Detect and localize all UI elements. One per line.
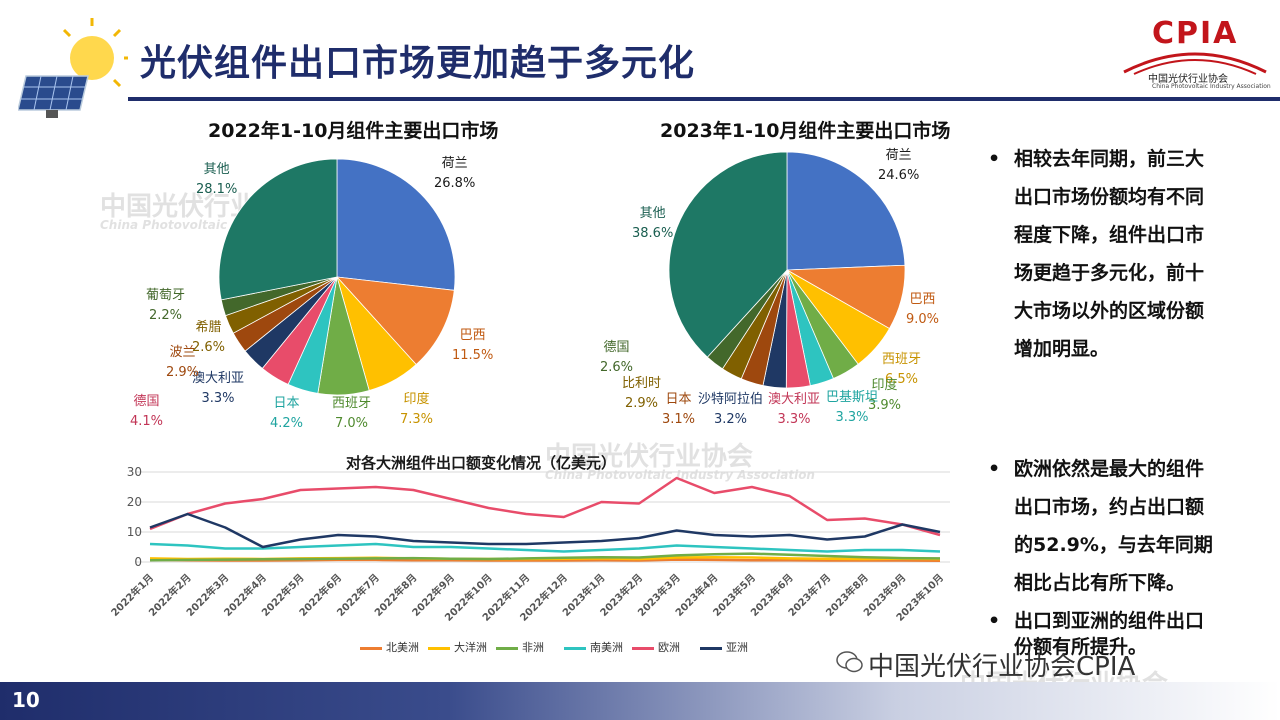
bullet-2: • 欧洲依然是最大的组件 出口市场，约占出口额 的52.9%，与去年同期 相比占… [988,450,1254,602]
pie-2023-slice-0 [786,151,906,271]
bullet-2-line: 欧洲依然是最大的组件 [1014,458,1205,480]
legend-swatch [360,646,382,650]
legend-label: 大洋洲 [454,641,487,654]
solar-panel-icon [18,18,128,118]
pie2-label-jp: 日本 3.1% [662,392,696,427]
bullet-3-line: 份额有所提升。 [1014,636,1148,658]
bullet-dot: • [988,610,1001,632]
pie1-label-nl: 荷兰 26.8% [434,156,476,191]
line-series-3 [149,542,941,553]
pie2-label-br: 巴西 9.0% [906,292,940,327]
legend-label: 南美洲 [590,641,623,654]
bullet-2-line: 出口市场，约占出口额 [1014,496,1205,518]
pie-2022-slice-1 [335,276,455,366]
line-series-2 [149,552,941,562]
pie2-label-be: 比利时 2.9% [622,376,662,411]
legend-label: 欧洲 [658,641,680,654]
legend-swatch [632,646,654,650]
bullet-1-line: 程度下降，组件出口市 [1014,224,1205,246]
bullet-dot: • [988,458,1001,480]
legend-swatch [700,646,722,650]
line-ytick-2: 20 [127,495,142,509]
legend-label: 北美洲 [386,641,419,654]
line-ytick-3: 30 [127,465,142,479]
pie2-label-sa: 沙特阿拉伯 3.2% [698,392,764,427]
pie1-label-jp: 日本 4.2% [270,396,304,431]
page-number: 10 [12,688,40,712]
legend-swatch [564,646,586,650]
legend-swatch [428,646,450,650]
pie1-label-gr: 希腊 2.6% [192,320,226,355]
pie1-label-pt: 葡萄牙 2.2% [146,288,186,323]
bullet-2-line: 相比占比有所下降。 [1014,572,1186,594]
pie-2022-slice-0 [336,158,456,291]
pie-2023-title: 2023年1-10月组件主要出口市场 [660,120,951,142]
legend-swatch [496,646,518,650]
legend-item-4: 欧洲 [632,639,680,655]
pie1-label-in: 印度 7.3% [400,392,434,427]
cpia-logo: CPIA [1152,16,1239,51]
bullet-1-line: 大市场以外的区域份额 [1014,300,1205,322]
bullet-dot: • [988,148,1001,170]
pie2-label-nl: 荷兰 24.6% [878,148,920,183]
pie1-label-br: 巴西 11.5% [452,328,494,363]
bullet-1: • 相较去年同期，前三大 出口市场份额均有不同 程度下降，组件出口市 场更趋于多… [988,140,1254,368]
pie2-label-au: 澳大利亚 3.3% [768,392,821,427]
legend-label: 亚洲 [726,641,748,654]
bullet-1-line: 增加明显。 [1014,338,1110,360]
line-chart-title: 对各大洲组件出口额变化情况（亿美元） [346,454,617,472]
page-title: 光伏组件出口市场更加趋于多元化 [140,43,696,84]
pie2-label-other: 其他 38.6% [632,206,674,241]
wechat-account: 中国光伏行业协会CPIA [868,652,1136,682]
bullet-1-line: 相较去年同期，前三大 [1014,148,1205,170]
line-series-5 [149,512,941,549]
bullet-3-line: 出口到亚洲的组件出口 [1014,610,1205,632]
logo-en-name: China Photovoltaic Industry Association [1152,83,1271,90]
watermark-cn-2: 中国光伏行业协会 [545,442,754,472]
bullet-1-line: 出口市场份额均有不同 [1014,186,1205,208]
logo-cn-name: 中国光伏行业协会 [1148,74,1228,85]
pie1-label-other: 其他 28.1% [196,162,238,197]
line-series-4 [149,476,941,537]
pie1-label-es: 西班牙 7.0% [332,396,372,431]
pie2-label-pk: 巴基斯坦 3.3% [826,390,879,425]
pie-2022-title: 2022年1-10月组件主要出口市场 [208,120,499,142]
line-ytick-0: 0 [134,555,142,569]
cpia-logo-arc [1123,52,1267,75]
pie2-label-in: 印度 3.9% [868,378,902,413]
legend-item-5: 亚洲 [700,639,748,655]
bullet-3: • 出口到亚洲的组件出口 份额有所提升。 [988,602,1254,666]
wechat-icon [836,651,863,673]
legend-label: 非洲 [522,641,544,654]
legend-item-2: 非洲 [496,639,544,655]
footer-bar [0,682,1280,720]
pie1-label-au: 澳大利亚 3.3% [192,371,245,406]
bullet-2-line: 的52.9%，与去年同期 [1014,534,1213,556]
legend-item-1: 大洋洲 [428,639,487,655]
pie2-label-de: 德国 2.6% [600,340,634,375]
pie1-label-pl: 波兰 2.9% [166,345,200,380]
title-rule [128,97,1280,101]
legend-item-0: 北美洲 [360,639,419,655]
line-ytick-1: 10 [127,525,142,539]
pie-2022-slice-10 [218,158,338,301]
legend-item-3: 南美洲 [564,639,623,655]
pie1-label-de: 德国 4.1% [130,394,164,429]
pie2-label-es: 西班牙 6.5% [882,352,922,387]
bullet-1-line: 场更趋于多元化，前十 [1014,262,1205,284]
pie-2023-slice-10 [668,151,788,358]
